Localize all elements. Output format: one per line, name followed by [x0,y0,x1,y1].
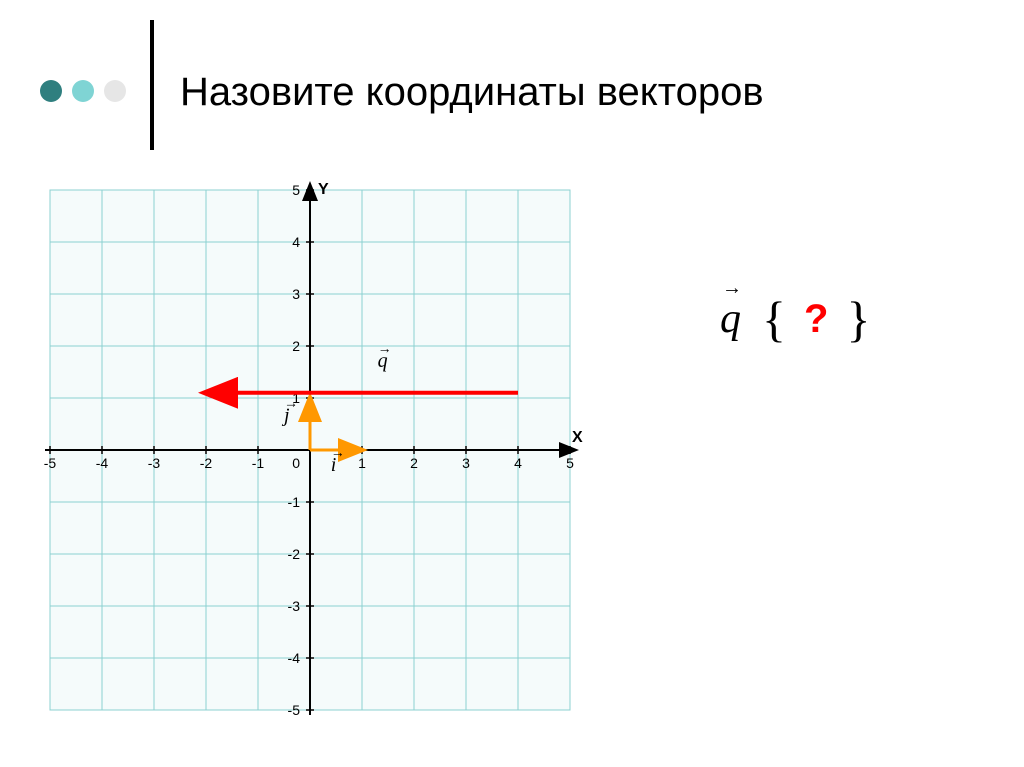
coordinate-chart: -5-4-3-2-112345-5-4-3-2-1123450XY→i→j→q [30,170,590,735]
svg-text:3: 3 [462,455,470,471]
svg-text:-5: -5 [44,455,57,471]
svg-text:-3: -3 [288,598,301,614]
svg-text:-3: -3 [148,455,161,471]
vector-symbol: q [720,295,741,343]
svg-text:i: i [331,454,337,476]
svg-text:3: 3 [292,286,300,302]
svg-text:-1: -1 [252,455,265,471]
svg-text:5: 5 [292,182,300,198]
title-divider [150,20,154,150]
svg-text:4: 4 [514,455,522,471]
svg-text:-2: -2 [288,546,301,562]
svg-text:0: 0 [292,455,300,471]
brace-open: { [762,291,786,347]
svg-text:-1: -1 [288,494,301,510]
svg-text:Y: Y [318,181,329,198]
svg-text:5: 5 [566,455,574,471]
brace-close: } [846,291,870,347]
svg-text:q: q [378,350,388,372]
svg-text:1: 1 [358,455,366,471]
svg-text:-5: -5 [288,702,301,718]
svg-text:2: 2 [292,338,300,354]
svg-text:-4: -4 [288,650,301,666]
dot-2 [72,80,94,102]
dot-3 [104,80,126,102]
svg-text:2: 2 [410,455,418,471]
dot-1 [40,80,62,102]
svg-text:-4: -4 [96,455,109,471]
svg-text:-2: -2 [200,455,213,471]
slide-title: Назовите координаты векторов [180,70,764,115]
question-expression: q {?} [720,290,870,348]
svg-text:4: 4 [292,234,300,250]
slide-bullet-dots [40,80,126,102]
svg-text:X: X [572,429,583,446]
question-mark: ? [786,297,846,341]
